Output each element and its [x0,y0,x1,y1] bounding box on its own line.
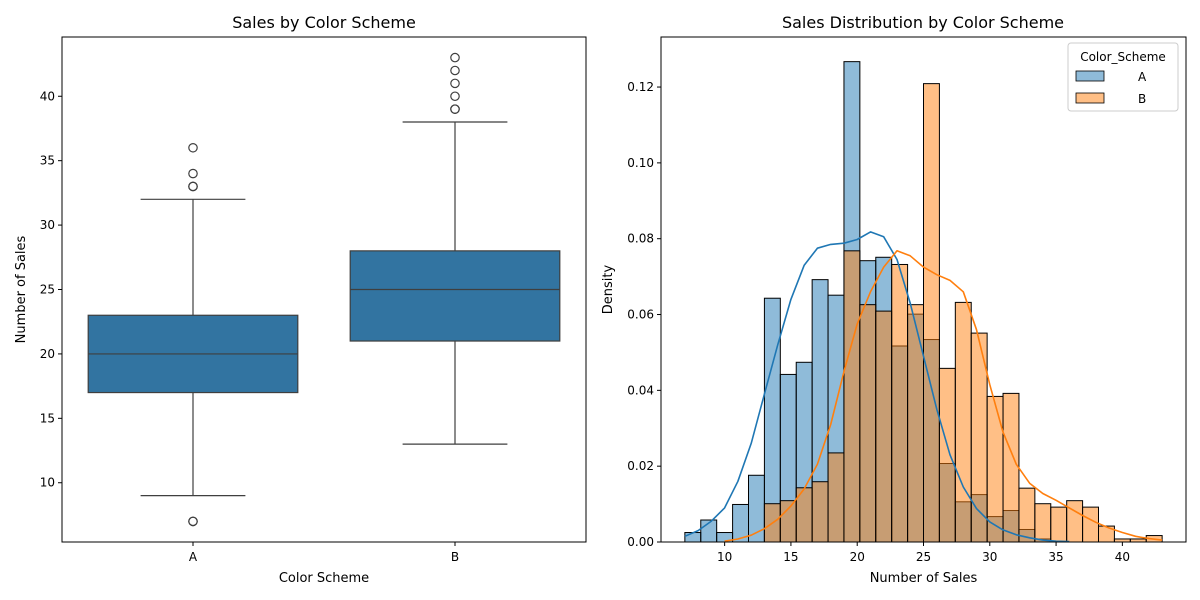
hist-xtick-label: 30 [982,550,997,564]
box-outlier-point [450,52,460,63]
box-xtick-label: A [189,550,198,564]
hist-xtick-label: 35 [1048,550,1063,564]
hist-bar-b [827,452,845,543]
hist-xtick-label: 15 [783,550,798,564]
box-chart-xlabel: Color Scheme [279,571,369,586]
hist-bar-b [954,301,972,543]
box-plot-chart: Sales by Color Scheme 10 15 20 25 30 35 40 A B C… [14,13,587,586]
hist-bar-b [875,310,893,543]
hist-xtick-label: 20 [850,550,865,564]
legend-label-a: A [1138,70,1147,84]
hist-chart-xlabel: Number of Sales [870,571,978,586]
legend: Color_Scheme A B [1067,42,1179,112]
box-ytick-label: 40 [40,89,55,103]
hist-bar-b [1034,503,1052,543]
box-outlier-point [188,168,198,179]
histogram-frame [660,36,1187,543]
hist-xtick-label: 25 [916,550,931,564]
box-ytick-label: 35 [40,154,55,168]
hist-bar-b [1082,506,1100,543]
hist-bar-b [1002,392,1020,543]
box-xtick-label: B [451,550,459,564]
hist-chart-ylabel: Density [601,264,616,314]
box-outlier-point [188,516,198,527]
legend-swatch-b [1075,92,1105,104]
box-plot-area: 10 15 20 25 30 35 40 A B [40,52,561,564]
box-iqr-b [349,250,561,342]
hist-ytick-label: 0.04 [627,383,654,397]
box-ytick-label: 10 [40,476,55,490]
box-outlier-point [450,91,460,102]
kde-line-b [724,250,1163,542]
box-outlier-point [188,142,198,153]
box-chart-title: Sales by Color Scheme [232,13,416,32]
hist-bar-b [843,250,861,543]
legend-label-b: B [1138,92,1146,106]
box-outlier-point [450,65,460,76]
hist-bar-b [859,304,877,543]
hist-xtick-label: 40 [1115,550,1130,564]
hist-ytick-label: 0.10 [627,156,654,170]
hist-bar-b [1050,506,1068,543]
hist-ytick-label: 0.12 [627,80,654,94]
hist-bar-b [986,395,1004,543]
histogram-chart: Sales Distribution by Color Scheme 0.000… [601,13,1187,586]
legend-title: Color_Scheme [1080,50,1166,64]
hist-ytick-label: 0.02 [627,459,654,473]
hist-bar-b [811,481,829,543]
box-ytick-label: 25 [40,283,55,297]
hist-bar-b [779,500,797,543]
histogram-plot-area: 0.00 0.02 0.04 0.06 0.08 0.10 0.12 10 15 20 25 30 35… [627,61,1163,564]
hist-bar-b [923,83,940,543]
box-outlier-point [188,181,198,192]
hist-bar-b [1018,487,1036,543]
box-outlier-point [450,78,460,89]
hist-bar-a [684,532,702,543]
kde-line-a [684,231,1070,543]
hist-chart-title: Sales Distribution by Color Scheme [782,13,1064,32]
box-ytick-label: 30 [40,218,55,232]
box-ytick-label: 20 [40,347,55,361]
hist-ytick-label: 0.00 [627,535,654,549]
hist-ytick-label: 0.08 [627,232,654,246]
hist-bar-b [907,304,924,543]
hist-bar-b [938,367,956,543]
legend-swatch-a [1075,70,1105,82]
hist-bar-b [891,263,909,543]
box-ytick-label: 15 [40,411,55,425]
hist-ytick-label: 0.06 [627,308,654,322]
box-plot-frame [61,36,587,543]
box-chart-ylabel: Number of Sales [14,235,29,343]
hist-xtick-label: 10 [717,550,732,564]
box-outlier-point [450,104,460,114]
